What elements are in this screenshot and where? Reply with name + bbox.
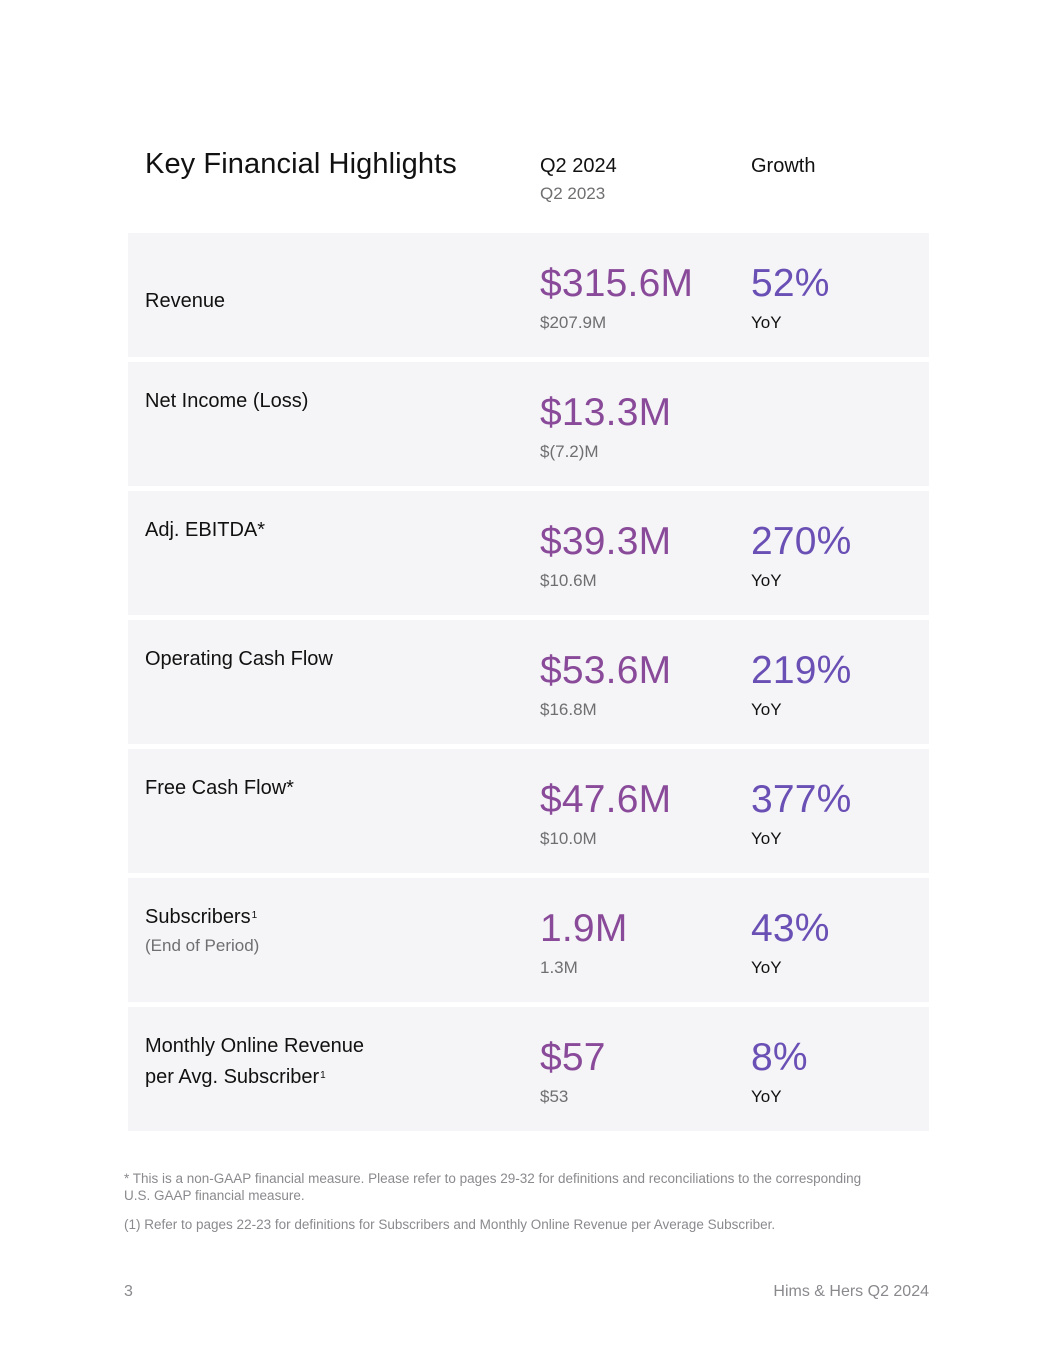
metric-label: Revenue [145,290,226,312]
growth-value: 43% [751,907,830,950]
growth-basis: YoY [751,700,782,719]
metric-label: Subscribers1 (End of Period) [145,902,445,959]
metric-label: Adj. EBITDA* [145,519,266,541]
table-row-revenue: Revenue $315.6M $207.9M 52% YoY [128,233,929,357]
table-row-net-income: Net Income (Loss) $13.3M $(7.2)M [128,362,929,486]
growth-value: 377% [751,778,852,821]
footnote-non-gaap: * This is a non-GAAP financial measure. … [124,1171,862,1203]
metric-label-text: Subscribers [145,906,251,928]
prior-value: $10.0M [540,829,597,848]
current-value: 1.9M [540,907,628,950]
prior-value: 1.3M [540,958,578,977]
current-value: $53.6M [540,649,672,692]
growth-basis: YoY [751,313,782,332]
metric-label: Monthly Online Revenue per Avg. Subscrib… [145,1031,445,1093]
column-header-current-period: Q2 2024 [540,155,617,177]
footnote-marker: 1 [251,910,258,921]
current-value: $315.6M [540,262,694,305]
prior-value: $16.8M [540,700,597,719]
prior-value: $10.6M [540,571,597,590]
growth-basis: YoY [751,1087,782,1106]
table-row-subscribers: Subscribers1 (End of Period) 1.9M 1.3M 4… [128,878,929,1002]
table-row-monthly-online-revenue: Monthly Online Revenue per Avg. Subscrib… [128,1007,929,1131]
page-number: 3 [124,1283,133,1300]
column-header-prior-period: Q2 2023 [540,184,606,203]
current-value: $47.6M [540,778,672,821]
footnote-marker: 1 [320,1070,326,1081]
metric-label: Free Cash Flow* [145,777,294,799]
current-value: $39.3M [540,520,672,563]
metric-label: Net Income (Loss) [145,390,309,412]
growth-value: 52% [751,262,830,305]
table-row-operating-cash-flow: Operating Cash Flow $53.6M $16.8M 219% Y… [128,620,929,744]
prior-value: $53 [540,1087,569,1106]
footnote-definitions: (1) Refer to pages 22-23 for definitions… [124,1217,776,1232]
running-footer-title: Hims & Hers Q2 2024 [773,1283,929,1300]
metric-label-text: per Avg. Subscriber [145,1066,320,1088]
metric-sublabel: (End of Period) [145,936,260,955]
growth-value: 270% [751,520,852,563]
highlights-table: Revenue $315.6M $207.9M 52% YoY Net Inco… [128,233,929,1136]
prior-value: $(7.2)M [540,442,599,461]
current-value: $57 [540,1036,606,1079]
column-header-growth: Growth [751,155,816,177]
footnotes: * This is a non-GAAP financial measure. … [124,1170,884,1233]
growth-basis: YoY [751,571,782,590]
metric-label: Operating Cash Flow [145,648,333,670]
metric-label-line-1: Monthly Online Revenue [145,1035,365,1057]
table-row-adj-ebitda: Adj. EBITDA* $39.3M $10.6M 270% YoY [128,491,929,615]
prior-value: $207.9M [540,313,607,332]
growth-value: 219% [751,649,852,692]
growth-value: 8% [751,1036,808,1079]
growth-basis: YoY [751,829,782,848]
current-value: $13.3M [540,391,672,434]
table-row-free-cash-flow: Free Cash Flow* $47.6M $10.0M 377% YoY [128,749,929,873]
metric-label-line-2: per Avg. Subscriber1 [145,1062,445,1093]
growth-basis: YoY [751,958,782,977]
metric-label-line: Subscribers1 [145,902,445,933]
table-header: Key Financial Highlights Q2 2024 Q2 2023… [0,0,1055,232]
page-title: Key Financial Highlights [145,148,457,180]
